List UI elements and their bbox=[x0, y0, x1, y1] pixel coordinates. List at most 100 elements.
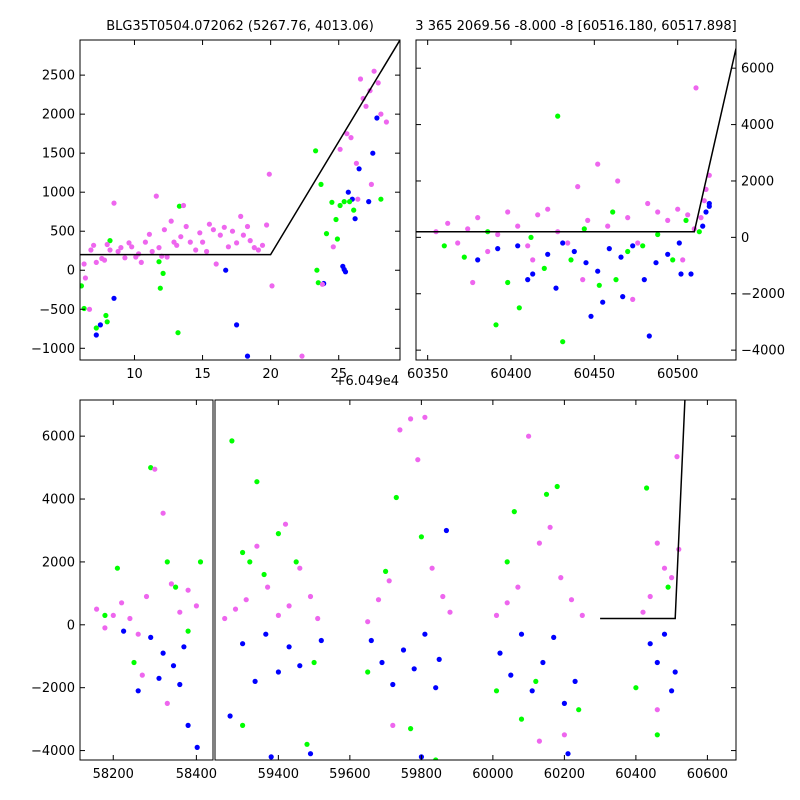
data-point bbox=[368, 181, 374, 187]
data-point bbox=[183, 223, 189, 230]
data-point bbox=[178, 234, 184, 240]
data-point bbox=[342, 269, 349, 275]
data-point bbox=[168, 218, 174, 224]
y-tick-label: 0 bbox=[67, 618, 75, 633]
data-point bbox=[164, 700, 170, 707]
data-point bbox=[227, 713, 233, 719]
data-point bbox=[669, 688, 675, 694]
data-point bbox=[701, 198, 707, 204]
data-point bbox=[683, 217, 689, 223]
data-point bbox=[187, 239, 193, 245]
data-point bbox=[240, 641, 246, 647]
data-point bbox=[493, 322, 499, 328]
x-tick-label: 20 bbox=[262, 367, 279, 382]
data-point bbox=[263, 631, 269, 637]
data-point bbox=[93, 259, 99, 265]
data-point bbox=[641, 277, 647, 283]
data-point bbox=[110, 612, 116, 619]
data-point bbox=[536, 738, 543, 744]
top-left-x-offset-label: +6.049e4 bbox=[335, 374, 399, 389]
data-point bbox=[127, 615, 133, 622]
data-point bbox=[329, 199, 335, 205]
data-point bbox=[213, 261, 219, 267]
data-point bbox=[700, 223, 706, 229]
data-point bbox=[606, 246, 612, 252]
data-point bbox=[86, 306, 93, 312]
data-point bbox=[118, 245, 124, 251]
data-point bbox=[535, 212, 541, 218]
data-point bbox=[378, 111, 384, 117]
data-point bbox=[560, 339, 566, 345]
data-point bbox=[111, 295, 117, 301]
data-point bbox=[175, 330, 181, 336]
data-point bbox=[81, 305, 87, 312]
data-point bbox=[620, 294, 626, 300]
data-point bbox=[94, 606, 100, 612]
data-point bbox=[465, 226, 471, 232]
y-tick-label: 2000 bbox=[42, 108, 75, 123]
data-point bbox=[138, 259, 144, 265]
data-point bbox=[255, 247, 261, 253]
data-point bbox=[440, 593, 446, 600]
y-tick-label: 6000 bbox=[42, 430, 75, 445]
data-point bbox=[547, 524, 553, 530]
y-tick-label: −2000 bbox=[741, 287, 785, 302]
data-point bbox=[565, 240, 571, 246]
data-point bbox=[625, 248, 631, 255]
data-point bbox=[266, 171, 272, 177]
data-point bbox=[142, 239, 148, 245]
data-point bbox=[304, 741, 310, 747]
data-point bbox=[80, 283, 84, 289]
data-point bbox=[560, 240, 566, 246]
data-point bbox=[114, 565, 120, 571]
data-point bbox=[571, 248, 577, 255]
data-point bbox=[269, 283, 275, 289]
data-point bbox=[119, 600, 125, 606]
data-point bbox=[576, 707, 582, 713]
data-point bbox=[323, 231, 330, 237]
data-point bbox=[368, 637, 374, 644]
plot-frame bbox=[415, 39, 737, 361]
data-point bbox=[696, 229, 702, 235]
data-point bbox=[572, 678, 578, 685]
data-point bbox=[319, 281, 325, 287]
data-point bbox=[234, 322, 240, 328]
data-point bbox=[363, 103, 369, 109]
data-point bbox=[240, 232, 246, 238]
data-point bbox=[647, 641, 653, 647]
x-tick-label: 60400 bbox=[490, 367, 531, 382]
data-point bbox=[703, 209, 709, 215]
data-point bbox=[633, 685, 639, 691]
data-point bbox=[654, 732, 660, 738]
data-point bbox=[565, 751, 571, 757]
data-point bbox=[647, 593, 653, 600]
data-point bbox=[553, 285, 559, 291]
data-point bbox=[706, 200, 712, 207]
x-tick-label: 59400 bbox=[258, 767, 299, 782]
data-point bbox=[665, 251, 671, 257]
data-point bbox=[243, 597, 249, 603]
model-line bbox=[600, 400, 686, 620]
data-point bbox=[436, 656, 442, 663]
y-tick-label: 6000 bbox=[741, 62, 774, 77]
data-point bbox=[345, 189, 351, 195]
data-point bbox=[493, 688, 500, 694]
data-point bbox=[680, 257, 686, 263]
data-point bbox=[160, 650, 166, 656]
data-point bbox=[153, 193, 159, 199]
data-point bbox=[383, 119, 389, 125]
data-point bbox=[536, 540, 543, 546]
data-point bbox=[275, 531, 281, 537]
top-right-panel: 3 365 2069.56 -8.000 -8 [60516.180, 6051… bbox=[407, 19, 785, 382]
x-tick-label: 60450 bbox=[574, 367, 615, 382]
data-point bbox=[307, 593, 314, 600]
data-point bbox=[530, 257, 536, 263]
data-point bbox=[229, 438, 235, 444]
data-point bbox=[353, 160, 359, 166]
data-point bbox=[81, 261, 87, 267]
x-tick-label: 60400 bbox=[615, 767, 656, 782]
data-point bbox=[654, 659, 660, 666]
data-point bbox=[365, 669, 371, 675]
data-point bbox=[293, 559, 299, 565]
